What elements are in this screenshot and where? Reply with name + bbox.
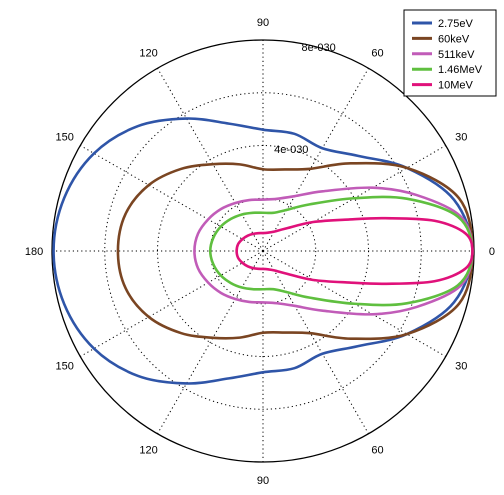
angle-tick-90: 90 bbox=[257, 17, 269, 29]
angle-tick-60: 60 bbox=[371, 48, 383, 60]
legend: 2.75eV 60keV 511keV 1.46MeV 10MeV bbox=[403, 9, 497, 97]
grid-ring-1 bbox=[209, 197, 317, 305]
grid-ring-3 bbox=[104, 92, 422, 410]
series-line-10mev bbox=[235, 216, 474, 286]
legend-label-60kev: 60keV bbox=[438, 33, 470, 45]
grid-ring-2 bbox=[157, 145, 369, 357]
angle-tick-120: 120 bbox=[139, 48, 157, 60]
grid-spoke-210 bbox=[80, 250, 264, 357]
angle-tick-270: 90 bbox=[257, 475, 269, 487]
angle-tick-180: 180 bbox=[25, 246, 43, 258]
tick-labels: 0 30 60 90 120 150 180 150 120 90 60 30 4e-030 8e-030 bbox=[25, 17, 495, 487]
angle-tick-240: 120 bbox=[139, 444, 157, 456]
series-line-2-75ev bbox=[52, 117, 474, 385]
grid-spoke-60 bbox=[262, 68, 369, 252]
series-line-60kev bbox=[116, 161, 474, 341]
polar-grid bbox=[51, 39, 475, 463]
series-line-1-46mev bbox=[208, 195, 474, 307]
series-line-511kev bbox=[193, 186, 474, 316]
legend-label-511kev: 511keV bbox=[438, 49, 475, 61]
grid-spoke-150 bbox=[80, 145, 264, 252]
legend-label-2-75ev: 2.75eV bbox=[438, 18, 474, 30]
outer-ring bbox=[51, 39, 475, 463]
angle-tick-210: 150 bbox=[56, 360, 74, 372]
angle-tick-0: 0 bbox=[489, 246, 495, 258]
radial-tick-2: 8e-030 bbox=[301, 42, 335, 54]
radial-tick-1: 4e-030 bbox=[274, 144, 308, 156]
legend-label-10mev: 10MeV bbox=[438, 80, 474, 92]
legend-label-1-46mev: 1.46MeV bbox=[438, 64, 483, 76]
angle-tick-30: 30 bbox=[455, 132, 467, 144]
angle-tick-300: 60 bbox=[371, 444, 383, 456]
grid-spoke-240 bbox=[157, 250, 264, 434]
series-layer bbox=[52, 117, 474, 385]
angle-tick-150: 150 bbox=[56, 132, 74, 144]
angle-tick-330: 30 bbox=[455, 360, 467, 372]
